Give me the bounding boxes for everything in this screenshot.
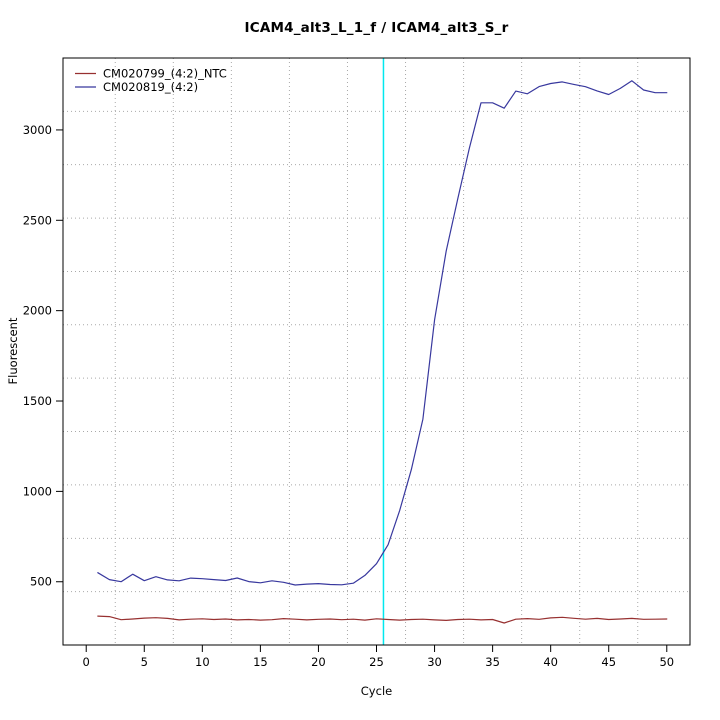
x-tick-label: 20 bbox=[311, 655, 326, 669]
x-axis-label: Cycle bbox=[360, 684, 393, 698]
series-line-CM020819_(4:2) bbox=[97, 80, 668, 586]
y-tick-label: 500 bbox=[30, 575, 52, 589]
x-tick-label: 45 bbox=[601, 655, 616, 669]
y-tick-label: 3000 bbox=[23, 123, 52, 137]
plot-border bbox=[62, 57, 691, 646]
x-tick-label: 10 bbox=[195, 655, 210, 669]
x-tick-label: 25 bbox=[369, 655, 384, 669]
y-tick-label: 2500 bbox=[23, 213, 52, 227]
x-tick-label: 40 bbox=[543, 655, 558, 669]
series-line-CM020799_(4:2)_NTC bbox=[97, 615, 668, 624]
x-tick-label: 50 bbox=[659, 655, 674, 669]
x-tick-label: 5 bbox=[141, 655, 148, 669]
y-tick-label: 1000 bbox=[23, 484, 52, 498]
legend-label: CM020819_(4:2) bbox=[103, 80, 198, 94]
x-tick-label: 30 bbox=[427, 655, 442, 669]
grid-lines bbox=[63, 58, 690, 645]
x-tick-label: 35 bbox=[485, 655, 500, 669]
y-tick-label: 1500 bbox=[23, 394, 52, 408]
axes: 0 5 10 15 20 25 30 35 40 45 50 500 1000 1500 2000 2500 3… bbox=[23, 57, 691, 669]
x-tick-label: 0 bbox=[83, 655, 90, 669]
y-tick-label: 2000 bbox=[23, 304, 52, 318]
x-tick-label: 15 bbox=[253, 655, 268, 669]
legend-label: CM020799_(4:2)_NTC bbox=[103, 67, 227, 81]
page-title: ICAM4_alt3_L_1_f / ICAM4_alt3_S_r bbox=[244, 20, 509, 36]
